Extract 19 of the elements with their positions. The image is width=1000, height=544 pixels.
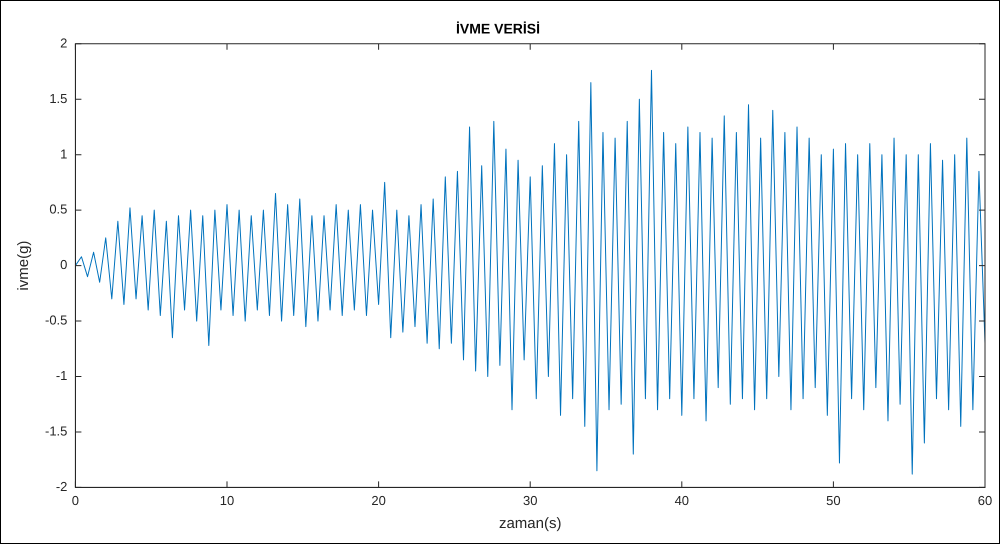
y-axis-title: ivme(g): [15, 240, 32, 291]
y-tick-label: 1: [60, 146, 68, 162]
x-tick-label: 30: [522, 492, 538, 508]
y-tick-label: 0: [60, 257, 68, 272]
x-tick-label: 20: [371, 492, 386, 508]
x-axis-title: zaman(s): [498, 515, 562, 532]
y-tick-label: 2: [60, 35, 68, 50]
x-tick-label: 40: [674, 492, 690, 508]
y-tick-label: -0.5: [44, 312, 68, 328]
x-tick-label: 60: [978, 492, 992, 508]
y-tick-label: -2: [56, 478, 68, 494]
x-tick-label: 50: [826, 492, 841, 508]
y-tick-label: 0.5: [49, 202, 68, 217]
chart-title: İVME VERİSİ: [456, 20, 540, 36]
x-tick-label: 0: [72, 492, 80, 508]
y-tick-label: -1.5: [44, 424, 68, 439]
y-tick-label: 1.5: [49, 90, 68, 106]
x-tick-label: 10: [220, 492, 234, 508]
y-tick-label: -1: [56, 368, 68, 384]
